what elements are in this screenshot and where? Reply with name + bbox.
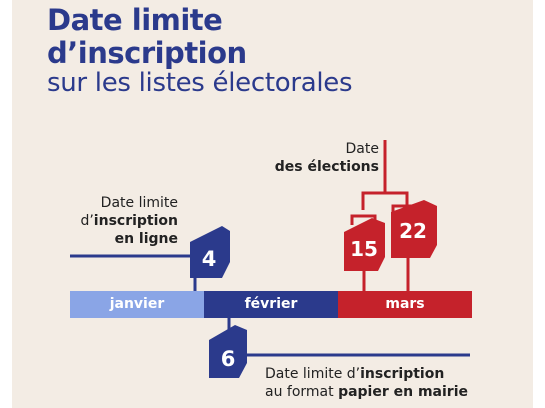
election-label-line-2: des élections xyxy=(274,159,379,175)
paper-label-line-2-bold: papier en mairie xyxy=(338,384,468,400)
online-label-line-1: Date limite xyxy=(100,195,178,211)
right-margin xyxy=(533,0,545,408)
date-badge-election-second xyxy=(391,200,437,258)
online-label-line-2-prefix: d’ xyxy=(80,213,94,229)
online-label-line-2-bold: inscription xyxy=(93,213,178,229)
month-fevrier: février xyxy=(204,291,338,318)
paper-label-line-1-prefix: Date limite d’ xyxy=(265,366,361,382)
date-online: 4 xyxy=(202,247,217,271)
election-label: Date des élections xyxy=(250,140,379,176)
paper-label-line-1-bold: inscription xyxy=(360,366,445,382)
date-badge-paper xyxy=(209,325,247,378)
online-label-line-3: en ligne xyxy=(114,231,178,247)
title-line-2: d’inscription xyxy=(47,36,247,70)
date-election-second: 22 xyxy=(399,219,427,243)
title-line-1: Date limite xyxy=(47,3,223,37)
page-subtitle: sur les listes électorales xyxy=(47,68,353,98)
month-janvier: janvier xyxy=(70,291,204,318)
paper-label-line-2-prefix: au format xyxy=(265,384,339,400)
left-margin xyxy=(0,0,12,408)
paper-deadline-label: Date limite d’inscription au format papi… xyxy=(265,365,535,401)
page-title: Date limite d’inscription xyxy=(47,4,247,70)
date-badge-election-first xyxy=(344,218,385,271)
online-deadline-label: Date limite d’inscription en ligne xyxy=(60,194,178,248)
month-mars: mars xyxy=(338,291,472,318)
date-badge-online xyxy=(190,226,230,278)
election-label-line-1: Date xyxy=(345,141,379,157)
date-paper: 6 xyxy=(221,347,236,371)
date-election-first: 15 xyxy=(350,237,378,261)
